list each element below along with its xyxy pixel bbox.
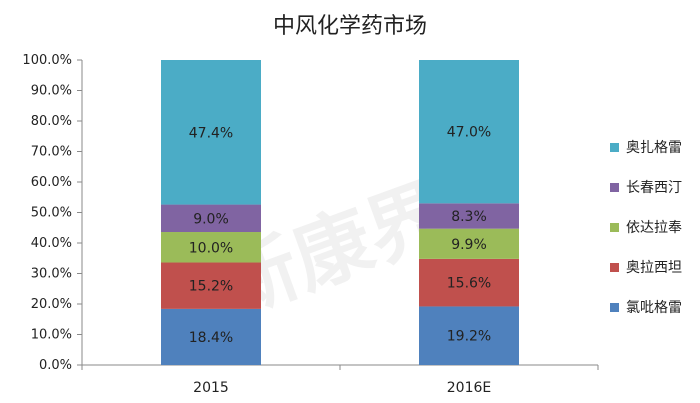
data-label: 47.4% bbox=[189, 125, 233, 141]
data-label: 10.0% bbox=[189, 240, 233, 256]
y-tick-label: 50.0% bbox=[31, 206, 72, 221]
bar-segment bbox=[161, 262, 261, 309]
legend-label: 奥拉西坦 bbox=[626, 259, 682, 276]
data-label: 19.2% bbox=[447, 329, 491, 345]
data-label: 9.9% bbox=[451, 237, 487, 253]
bars: 18.4% 15.2% 10.0% 9.0% 47.4% 19.2% 15.6% 9.9% 8.… bbox=[161, 60, 519, 365]
data-label: 15.6% bbox=[447, 276, 491, 292]
data-label: 18.4% bbox=[189, 330, 233, 346]
bar-segment bbox=[161, 308, 261, 365]
legend-label: 氯吡格雷 bbox=[626, 300, 682, 316]
y-tick-label: 70.0% bbox=[31, 145, 72, 160]
legend-swatch bbox=[610, 223, 619, 232]
data-label: 9.0% bbox=[193, 211, 229, 227]
x-category-label: 2015 bbox=[193, 380, 229, 396]
y-tick-label: 30.0% bbox=[31, 267, 72, 282]
data-label: 8.3% bbox=[451, 209, 487, 225]
legend-swatch bbox=[610, 303, 619, 312]
bar-segment bbox=[419, 203, 519, 229]
bar-segment bbox=[419, 228, 519, 259]
legend-swatch bbox=[610, 183, 619, 192]
legend-label: 长春西汀 bbox=[626, 180, 682, 196]
bar-segment bbox=[161, 60, 261, 205]
y-tick-label: 10.0% bbox=[31, 328, 72, 343]
bar-segment bbox=[419, 60, 519, 204]
y-tick-label: 90.0% bbox=[31, 84, 72, 99]
y-tick-label: 80.0% bbox=[31, 114, 72, 129]
bar-segment bbox=[419, 258, 519, 307]
bar-segment bbox=[161, 232, 261, 263]
legend-label: 依达拉奉 bbox=[626, 220, 682, 236]
y-tick-label: 0.0% bbox=[39, 358, 72, 373]
x-category-label: 2016E bbox=[447, 380, 491, 396]
legend-label: 奥扎格雷 bbox=[626, 139, 682, 156]
x-axis: 2015 2016E bbox=[81, 364, 599, 396]
y-tick-label: 100.0% bbox=[22, 53, 72, 68]
y-axis: 0.0% 10.0% 20.0% 30.0% 40.0% 50.0% 60.0% 70.0% 8… bbox=[22, 53, 83, 373]
y-tick-label: 60.0% bbox=[31, 175, 72, 190]
legend-swatch bbox=[610, 143, 619, 152]
y-tick-label: 40.0% bbox=[31, 236, 72, 251]
bar-segment bbox=[161, 204, 261, 233]
legend-swatch bbox=[610, 263, 619, 272]
bar-segment bbox=[419, 306, 519, 365]
data-label: 47.0% bbox=[447, 125, 491, 141]
chart-title: 中风化学药市场 bbox=[273, 14, 427, 39]
y-tick-label: 20.0% bbox=[31, 297, 72, 312]
data-label: 15.2% bbox=[189, 279, 233, 295]
